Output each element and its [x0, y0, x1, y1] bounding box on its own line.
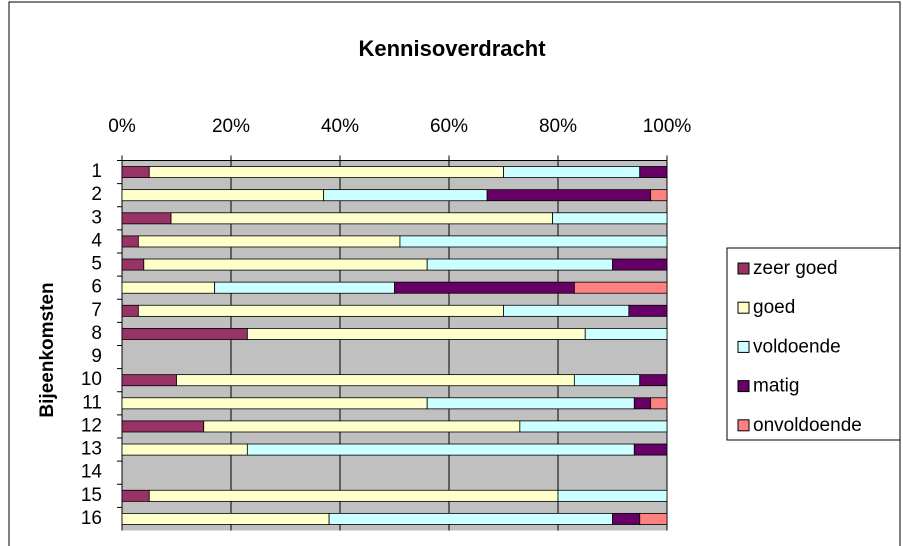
bar-segment — [584, 327, 668, 340]
bar-segment — [323, 189, 488, 202]
bar-segment — [503, 304, 630, 317]
bar-segment — [519, 420, 668, 433]
bar-segment — [203, 420, 521, 433]
y-tick-label: 5 — [91, 254, 102, 275]
y-tick-label: 12 — [81, 415, 102, 436]
legend-swatch — [737, 340, 750, 353]
legend-label: onvoldoende — [753, 415, 862, 436]
bar-segment — [573, 374, 641, 387]
y-tick-label: 10 — [81, 369, 102, 390]
bar-segment — [121, 420, 205, 433]
bar-segment — [148, 489, 559, 502]
y-tick-label: 4 — [91, 230, 102, 251]
bar-segment — [143, 258, 428, 271]
bar-segment — [121, 281, 216, 294]
y-tick-label: 7 — [91, 300, 102, 321]
y-tick-label: 2 — [91, 184, 102, 205]
bar-segment — [214, 281, 395, 294]
bar-segment — [633, 397, 652, 410]
bar-segment — [121, 212, 172, 225]
bar-segment — [650, 189, 668, 202]
bar-segment — [137, 304, 504, 317]
y-tick-label: 14 — [81, 462, 103, 483]
bar-segment — [573, 281, 668, 294]
bar-segment — [426, 397, 635, 410]
bar-segment — [121, 304, 139, 317]
bar-segment — [121, 374, 177, 387]
chart-title: Kennisoverdracht — [358, 36, 546, 61]
bar-segment — [639, 166, 668, 179]
legend-swatch — [737, 419, 750, 432]
bar-segment — [121, 397, 428, 410]
y-tick-label: 8 — [91, 323, 102, 344]
legend-label: zeer goed — [753, 258, 838, 279]
bar-segment — [612, 258, 668, 271]
bar-segment — [399, 235, 668, 248]
x-tick-label: 80% — [539, 116, 577, 137]
x-tick-label: 40% — [321, 116, 359, 137]
bar-segment — [639, 512, 668, 525]
bar-segment — [503, 166, 641, 179]
bar-segment — [148, 166, 504, 179]
bar-segment — [170, 212, 553, 225]
bar-segment — [121, 235, 139, 248]
y-tick-label: 11 — [82, 392, 102, 413]
y-tick-label: 9 — [91, 346, 102, 367]
legend-swatch — [737, 262, 750, 275]
x-tick-label: 0% — [108, 116, 136, 137]
bar-segment — [121, 489, 150, 502]
bar-segment — [121, 258, 145, 271]
legend-swatch — [737, 301, 750, 314]
y-tick-label: 15 — [81, 485, 102, 506]
y-tick-label: 13 — [81, 439, 102, 460]
bar-segment — [628, 304, 668, 317]
x-tick-label: 100% — [643, 116, 692, 137]
bar-segment — [633, 443, 668, 456]
bar-segment — [121, 512, 330, 525]
x-tick-label: 60% — [430, 116, 468, 137]
bar-segment — [246, 327, 586, 340]
legend-label: voldoende — [753, 336, 841, 357]
bar-segment — [557, 489, 668, 502]
legend-label: goed — [753, 297, 795, 318]
bar-segment — [121, 166, 150, 179]
bar-segment — [639, 374, 668, 387]
y-tick-label: 3 — [91, 207, 102, 228]
bar-segment — [612, 512, 641, 525]
bar-segment — [137, 235, 401, 248]
bar-segment — [394, 281, 575, 294]
bar-segment — [650, 397, 668, 410]
bar-segment — [121, 327, 248, 340]
bar-segment — [552, 212, 668, 225]
bar-segment — [176, 374, 575, 387]
legend-label: matig — [753, 376, 799, 397]
legend-box — [726, 247, 901, 441]
y-tick-label: 16 — [81, 508, 102, 529]
x-tick-label: 20% — [212, 116, 250, 137]
bar-segment — [246, 443, 635, 456]
bar-segment — [486, 189, 652, 202]
bar-segment — [328, 512, 613, 525]
legend-swatch — [737, 380, 750, 393]
bar-segment — [121, 189, 325, 202]
bar-segment — [121, 443, 248, 456]
bar-segment — [426, 258, 613, 271]
y-tick-label: 1 — [91, 161, 102, 182]
y-tick-label: 6 — [91, 277, 102, 298]
y-axis-label: Bijeenkomsten — [37, 282, 58, 417]
